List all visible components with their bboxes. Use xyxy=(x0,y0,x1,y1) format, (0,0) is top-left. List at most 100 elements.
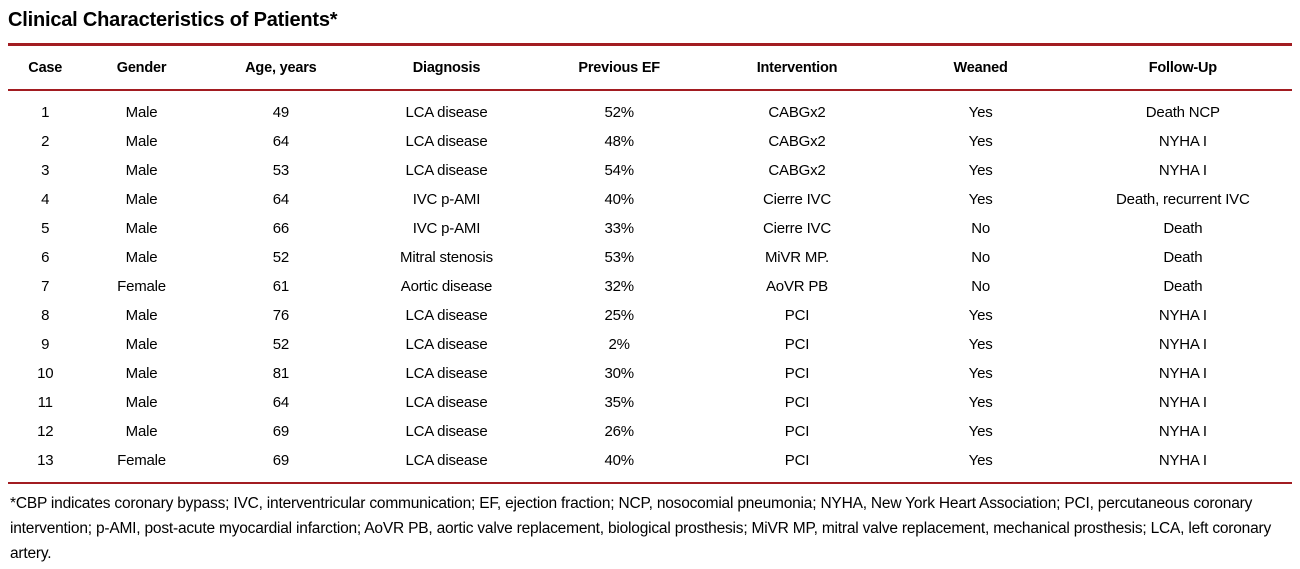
table-cell: Male xyxy=(125,365,158,382)
table-cell: Male xyxy=(125,133,158,150)
table-cell: 49 xyxy=(272,104,289,121)
table-cell: LCA disease xyxy=(405,452,488,469)
table-cell: 10 xyxy=(37,365,54,382)
table-cell: Male xyxy=(125,423,158,440)
table-row: 2 Male 64 LCA disease 48% CABGx2 Yes NYHA I xyxy=(8,127,1292,156)
table-cell: 9 xyxy=(41,336,50,353)
table-cell: Female xyxy=(117,452,166,469)
table-cell: 11 xyxy=(37,394,53,411)
table-body: 1 Male 49 LCA disease 52% CABGx2 Yes Death NCP 2… xyxy=(8,90,1292,483)
table-cell: Male xyxy=(125,220,158,237)
table-cell: 52% xyxy=(604,104,634,121)
table-cell: IVC p-AMI xyxy=(412,220,481,237)
table-cell: LCA disease xyxy=(405,365,488,382)
column-header: Intervention xyxy=(756,60,838,76)
table-cell: 64 xyxy=(272,394,289,411)
table-cell: 54% xyxy=(604,162,634,179)
table-cell: No xyxy=(971,220,990,237)
table-cell: NYHA I xyxy=(1158,365,1207,382)
column-header: Follow-Up xyxy=(1148,60,1217,76)
clinical-characteristics-table: Case Gender Age, years Diagnosis Previous EF… xyxy=(8,43,1292,484)
table-cell: CABGx2 xyxy=(768,133,826,150)
table-cell: No xyxy=(971,278,990,295)
table-row: 7 Female 61 Aortic disease 32% AoVR PB No Death xyxy=(8,272,1292,301)
table-cell: 52 xyxy=(272,336,289,353)
table-cell: 52 xyxy=(272,249,289,266)
table-cell: 40% xyxy=(604,452,634,469)
table-cell: Yes xyxy=(968,452,993,469)
table-cell: Yes xyxy=(968,104,993,121)
table-cell: 13 xyxy=(37,452,54,469)
table-cell: LCA disease xyxy=(405,133,488,150)
table-cell: 53 xyxy=(272,162,289,179)
table-cell: 4 xyxy=(41,191,50,208)
table-cell: 26% xyxy=(604,423,634,440)
header-row: Case Gender Age, years Diagnosis Previous EF… xyxy=(8,45,1292,90)
table-cell: 35% xyxy=(604,394,634,411)
table-cell: 69 xyxy=(272,452,289,469)
table-cell: PCI xyxy=(784,423,810,440)
table-cell: Male xyxy=(125,191,158,208)
table-cell: Male xyxy=(125,307,158,324)
table-cell: NYHA I xyxy=(1158,394,1207,411)
table-row: 10 Male 81 LCA disease 30% PCI Yes NYHA I xyxy=(8,359,1292,388)
table-cell: 33% xyxy=(604,220,634,237)
table-cell: LCA disease xyxy=(405,336,488,353)
table-cell: NYHA I xyxy=(1158,133,1207,150)
table-footnote: *CBP indicates coronary bypass; IVC, int… xyxy=(10,495,1272,562)
table-row: 12 Male 69 LCA disease 26% PCI Yes NYHA I xyxy=(8,417,1292,446)
table-cell: 69 xyxy=(272,423,289,440)
table-cell: 7 xyxy=(41,278,50,295)
table-cell: 2 xyxy=(41,133,50,150)
table-cell: Yes xyxy=(968,336,993,353)
table-title: Clinical Characteristics of Patients* xyxy=(8,9,338,31)
table-cell: 1 xyxy=(41,104,50,121)
table-row: 11 Male 64 LCA disease 35% PCI Yes NYHA I xyxy=(8,388,1292,417)
table-cell: PCI xyxy=(784,394,810,411)
table-cell: 25% xyxy=(604,307,634,324)
table-cell: NYHA I xyxy=(1158,336,1207,353)
table-cell: Male xyxy=(125,336,158,353)
table-cell: 32% xyxy=(604,278,634,295)
table-row: 4 Male 64 IVC p-AMI 40% Cierre IVC Yes Death, r… xyxy=(8,185,1292,214)
table-cell: Yes xyxy=(968,307,993,324)
table-cell: Death NCP xyxy=(1145,104,1220,121)
table-cell: Cierre IVC xyxy=(762,220,831,237)
table-cell: NYHA I xyxy=(1158,452,1207,469)
table-cell: 81 xyxy=(272,365,289,382)
table-row: 13 Female 69 LCA disease 40% PCI Yes NYHA I xyxy=(8,446,1292,483)
table-cell: MiVR MP. xyxy=(765,249,829,266)
table-cell: Male xyxy=(125,249,158,266)
table-cell: LCA disease xyxy=(405,394,488,411)
table-cell: Mitral stenosis xyxy=(400,249,493,266)
table-row: 6 Male 52 Mitral stenosis 53% MiVR MP. No Death xyxy=(8,243,1292,272)
table-header: Case Gender Age, years Diagnosis Previous EF… xyxy=(8,45,1292,90)
table-cell: 3 xyxy=(41,162,50,179)
table-cell: 8 xyxy=(41,307,50,324)
table-cell: 66 xyxy=(272,220,289,237)
table-cell: CABGx2 xyxy=(768,104,826,121)
table-cell: Male xyxy=(125,394,158,411)
table-cell: Male xyxy=(125,162,158,179)
table-row: 1 Male 49 LCA disease 52% CABGx2 Yes Death NCP xyxy=(8,90,1292,127)
table-cell: PCI xyxy=(784,336,810,353)
table-cell: Yes xyxy=(968,394,993,411)
table-cell: LCA disease xyxy=(405,307,488,324)
table-row: 5 Male 66 IVC p-AMI 33% Cierre IVC No Death xyxy=(8,214,1292,243)
table-cell: Yes xyxy=(968,133,993,150)
table-cell: 30% xyxy=(604,365,634,382)
table-cell: Yes xyxy=(968,365,993,382)
table-cell: Aortic disease xyxy=(400,278,493,295)
table-cell: PCI xyxy=(784,365,810,382)
table-cell: 12 xyxy=(37,423,54,440)
table-cell: Female xyxy=(117,278,166,295)
table-cell: LCA disease xyxy=(405,423,488,440)
column-header: Case xyxy=(28,60,63,76)
table-cell: PCI xyxy=(784,452,810,469)
table-cell: 76 xyxy=(272,307,289,324)
column-header: Weaned xyxy=(953,60,1008,76)
table-cell: Cierre IVC xyxy=(762,191,831,208)
table-cell: Death, recurrent IVC xyxy=(1116,191,1250,208)
table-cell: IVC p-AMI xyxy=(412,191,481,208)
